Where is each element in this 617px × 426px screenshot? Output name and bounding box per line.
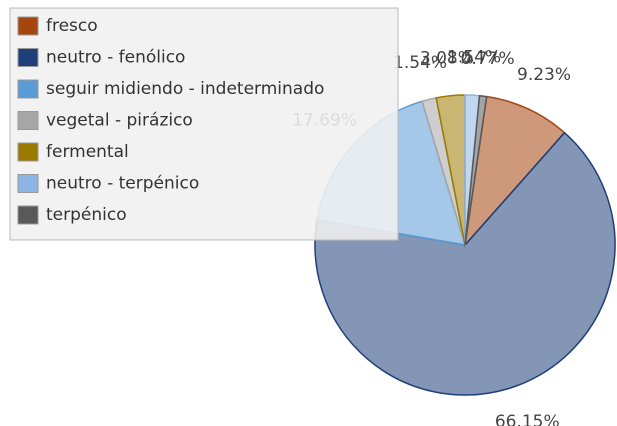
legend-box [9,7,399,241]
legend-swatch [17,79,39,99]
pie-slice [464,94,488,246]
data-label: 1.54% [447,48,501,68]
pie-slice [463,95,566,248]
legend-swatch [17,48,39,67]
legend-label: neutro - terpénico [46,174,199,194]
data-label: 66.15% [495,412,560,426]
legend-label: fermental [46,142,129,162]
legend-label: vegetal - pirázico [46,111,193,131]
legend-label: neutro - fenólico [46,48,185,68]
legend-swatch [17,205,39,225]
pie-slice [314,131,616,396]
legend-swatch [17,111,39,130]
data-label: 0.77% [461,49,515,69]
data-label: 3.08% [420,48,474,68]
data-label: 9.23% [517,65,571,85]
legend-swatch [17,142,39,162]
legend-label: terpénico [46,205,127,225]
legend-label: seguir midiendo - indeterminado [46,79,324,99]
legend-label: fresco [46,16,98,36]
legend-swatch [17,174,39,193]
legend-swatch [17,16,39,36]
data-label: 1.54% [393,53,447,73]
